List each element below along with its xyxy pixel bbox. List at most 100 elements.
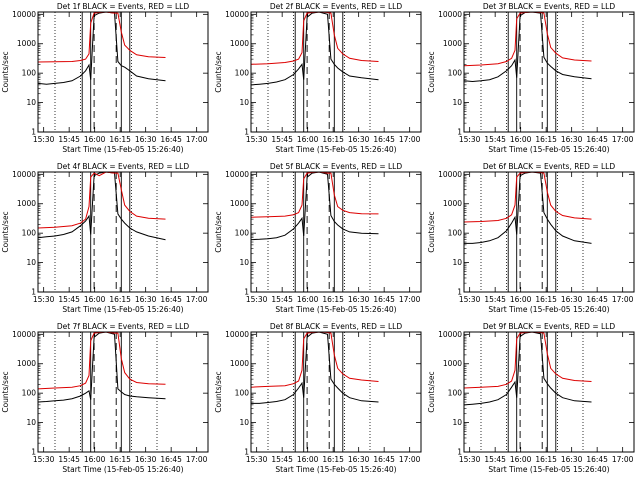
x-tick-label: 15:30 xyxy=(459,455,481,464)
x-tick-label: 15:45 xyxy=(58,455,80,464)
y-tick-label: 10000 xyxy=(12,330,36,339)
y-tick-label: 10000 xyxy=(12,170,36,179)
y-tick-label: 1000 xyxy=(17,359,36,368)
y-tick-label: 1 xyxy=(31,448,36,457)
y-tick-label: 10000 xyxy=(225,330,249,339)
x-tick-label: 16:30 xyxy=(135,295,157,304)
x-tick-label: 15:45 xyxy=(271,135,293,144)
x-tick-label: 17:00 xyxy=(186,135,208,144)
x-tick-label: 16:45 xyxy=(586,295,608,304)
x-tick-label: 16:15 xyxy=(322,455,344,464)
x-tick-label: 16:45 xyxy=(586,135,608,144)
y-axis-label: Counts/sec xyxy=(214,211,223,252)
y-tick-label: 10 xyxy=(239,98,249,107)
x-tick-label: 15:45 xyxy=(58,135,80,144)
plot-frame xyxy=(37,171,209,293)
x-tick-label: 15:30 xyxy=(33,295,55,304)
y-tick-label: 1000 xyxy=(443,39,462,48)
x-tick-label: 16:45 xyxy=(160,135,182,144)
y-tick-label: 1 xyxy=(244,288,249,297)
chart-panel-5: Det 5f BLACK = Events, RED = LLD Counts/s… xyxy=(214,162,422,314)
y-axis-label: Counts/sec xyxy=(1,371,10,412)
x-tick-label: 16:45 xyxy=(373,135,395,144)
y-tick-label: 1000 xyxy=(17,39,36,48)
plot-frame xyxy=(250,171,422,293)
x-tick-label: 15:30 xyxy=(246,295,268,304)
y-tick-label: 10000 xyxy=(225,10,249,19)
series-line-events xyxy=(38,12,166,85)
y-tick-label: 100 xyxy=(235,389,250,398)
series-line-events xyxy=(38,172,166,241)
plot-frame xyxy=(463,331,635,453)
plot-frame xyxy=(463,171,635,293)
y-tick-label: 10000 xyxy=(438,170,462,179)
x-tick-label: 15:45 xyxy=(271,295,293,304)
y-axis-label: Counts/sec xyxy=(427,371,436,412)
x-axis-label: Start Time (15-Feb-05 15:26:40) xyxy=(275,465,396,474)
x-tick-label: 16:00 xyxy=(510,455,532,464)
x-tick-label: 16:45 xyxy=(373,455,395,464)
plot-frame xyxy=(463,11,635,133)
series-line-events xyxy=(464,332,592,406)
y-tick-label: 100 xyxy=(22,389,37,398)
y-tick-label: 100 xyxy=(235,229,250,238)
y-tick-label: 10 xyxy=(452,98,462,107)
series-line-lld xyxy=(251,12,379,65)
chart-panel-7: Det 7f BLACK = Events, RED = LLD Counts/s… xyxy=(1,322,209,474)
series-line-events xyxy=(464,172,592,244)
x-tick-label: 15:30 xyxy=(459,295,481,304)
x-tick-label: 15:30 xyxy=(33,455,55,464)
series-line-lld xyxy=(38,332,166,390)
x-tick-label: 17:00 xyxy=(612,295,634,304)
x-axis-label: Start Time (15-Feb-05 15:26:40) xyxy=(488,305,609,314)
x-tick-label: 16:15 xyxy=(109,135,131,144)
y-tick-label: 1 xyxy=(457,448,462,457)
y-axis-label: Counts/sec xyxy=(427,51,436,92)
x-tick-label: 16:30 xyxy=(348,295,370,304)
x-tick-label: 17:00 xyxy=(186,295,208,304)
chart-title: Det 1f BLACK = Events, RED = LLD xyxy=(57,2,190,11)
y-axis-label: Counts/sec xyxy=(214,51,223,92)
chart-panel-2: Det 2f BLACK = Events, RED = LLD Counts/s… xyxy=(214,2,422,154)
x-tick-label: 16:30 xyxy=(561,295,583,304)
x-tick-label: 16:00 xyxy=(84,295,106,304)
x-tick-label: 16:30 xyxy=(135,135,157,144)
x-tick-label: 16:15 xyxy=(109,455,131,464)
x-tick-label: 17:00 xyxy=(399,295,421,304)
chart-panel-8: Det 8f BLACK = Events, RED = LLD Counts/s… xyxy=(214,322,422,474)
plot-frame xyxy=(250,11,422,133)
x-tick-label: 15:45 xyxy=(484,455,506,464)
x-tick-label: 16:30 xyxy=(348,455,370,464)
x-tick-label: 16:30 xyxy=(561,455,583,464)
y-tick-label: 1 xyxy=(31,128,36,137)
x-tick-label: 16:00 xyxy=(297,295,319,304)
y-tick-label: 100 xyxy=(22,229,37,238)
chart-title: Det 4f BLACK = Events, RED = LLD xyxy=(57,162,190,171)
x-tick-label: 16:15 xyxy=(322,295,344,304)
chart-title: Det 6f BLACK = Events, RED = LLD xyxy=(483,162,616,171)
y-tick-label: 1000 xyxy=(230,359,249,368)
series-line-events xyxy=(251,332,379,404)
chart-title: Det 8f BLACK = Events, RED = LLD xyxy=(270,322,403,331)
series-line-lld xyxy=(464,12,592,67)
chart-panel-3: Det 3f BLACK = Events, RED = LLD Counts/s… xyxy=(427,2,635,154)
x-tick-label: 16:15 xyxy=(322,135,344,144)
y-tick-label: 10 xyxy=(239,418,249,427)
x-tick-label: 15:30 xyxy=(33,135,55,144)
x-tick-label: 16:00 xyxy=(297,135,319,144)
y-axis-label: Counts/sec xyxy=(427,211,436,252)
y-tick-label: 10 xyxy=(239,258,249,267)
x-tick-label: 15:45 xyxy=(58,295,80,304)
series-line-events xyxy=(251,172,379,241)
y-axis-label: Counts/sec xyxy=(1,51,10,92)
y-tick-label: 1 xyxy=(457,288,462,297)
chart-title: Det 5f BLACK = Events, RED = LLD xyxy=(270,162,403,171)
y-tick-label: 100 xyxy=(448,69,463,78)
y-tick-label: 1000 xyxy=(443,199,462,208)
x-tick-label: 16:30 xyxy=(348,135,370,144)
x-tick-label: 17:00 xyxy=(186,455,208,464)
series-line-lld xyxy=(251,172,379,218)
x-tick-label: 15:45 xyxy=(271,455,293,464)
